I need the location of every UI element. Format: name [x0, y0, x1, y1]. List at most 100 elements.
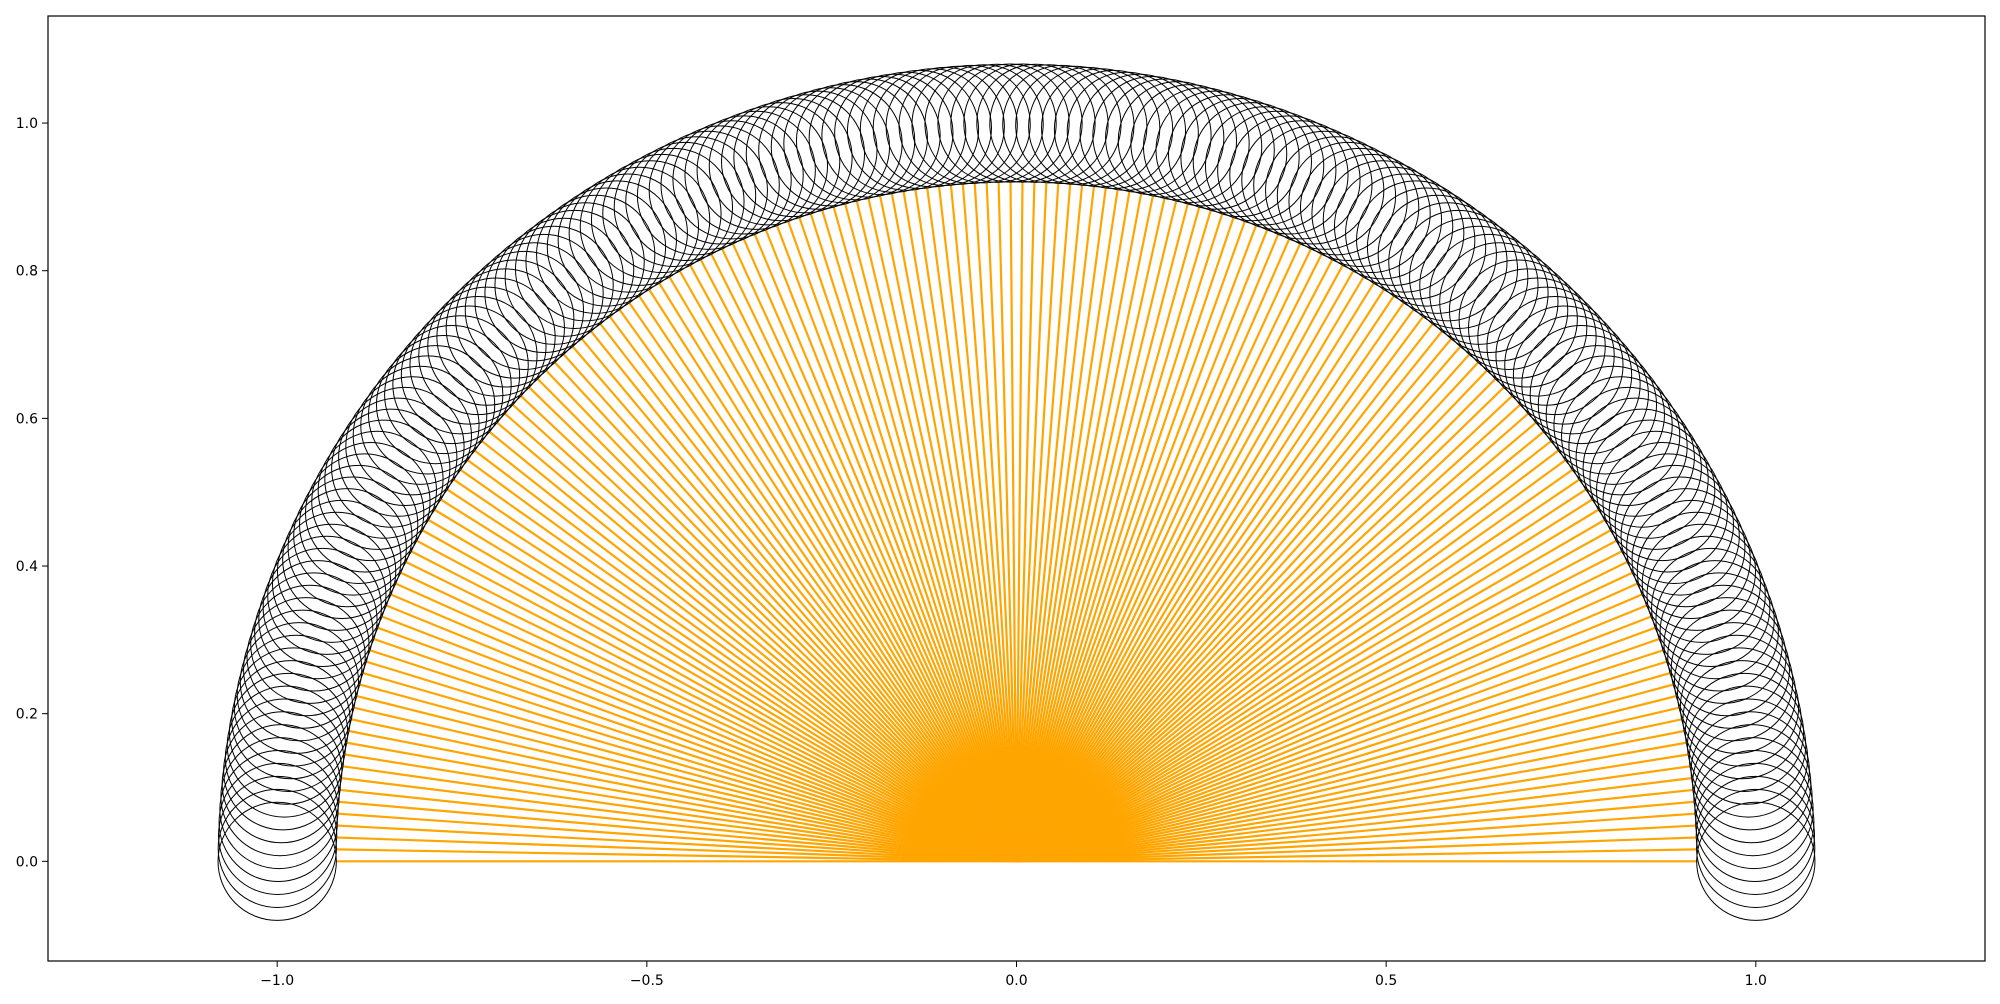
circle-mark [783, 84, 903, 204]
ray-line [1015, 316, 1424, 862]
ray-line [1015, 421, 1537, 863]
circle-mark [224, 698, 345, 818]
x-axis: −1.0 −0.5 0.0 0.5 1.0 [260, 961, 1767, 989]
circle-mark [299, 464, 419, 584]
circle-mark [758, 90, 878, 210]
circle-mark [1398, 209, 1519, 329]
ray-line [1015, 187, 1107, 862]
ray-line [985, 182, 1018, 862]
ray-line [1015, 186, 1096, 862]
ray-line [961, 184, 1018, 862]
ray-line [1015, 270, 1355, 862]
circle-mark [1288, 141, 1408, 262]
ray-line [338, 800, 1017, 863]
ray-line [353, 706, 1017, 863]
ray-line [385, 604, 1017, 863]
circle-mark [898, 65, 1018, 185]
circle-mark [1677, 634, 1797, 754]
plot-area [217, 63, 1816, 921]
circle-mark [859, 69, 980, 190]
circle-mark [924, 64, 1044, 184]
ray-line [336, 848, 1017, 863]
ray-line [1015, 440, 1552, 863]
circle-mark [1670, 609, 1790, 729]
circle-mark [1192, 102, 1312, 222]
circle-mark [1667, 597, 1787, 717]
ray-line [1015, 338, 1453, 863]
circle-mark [536, 194, 656, 314]
circle-mark [282, 499, 402, 620]
ray-line [832, 206, 1018, 862]
circle-mark [1636, 511, 1757, 631]
ray-line [1016, 637, 1660, 863]
ray-line [504, 412, 1018, 863]
circle-mark [1265, 130, 1385, 250]
circle-mark [219, 749, 339, 870]
circle-mark [494, 225, 614, 345]
ray-line [1016, 836, 1697, 863]
ray-line [1015, 217, 1235, 862]
ray-line [937, 186, 1018, 862]
ray-line [496, 421, 1018, 863]
ray-line [1015, 182, 1024, 862]
circle-mark [445, 268, 565, 388]
circle-mark [1311, 153, 1431, 274]
circle-mark [1448, 250, 1569, 370]
ray-line [775, 225, 1018, 862]
ray-line [351, 718, 1017, 863]
ray-line [1015, 282, 1375, 862]
ray-line [1015, 238, 1291, 862]
ray-line [337, 824, 1017, 863]
ray-line [1015, 221, 1246, 862]
ray-line [668, 276, 1018, 862]
ray-line [512, 403, 1018, 863]
ray-line [638, 295, 1018, 862]
circle-mark [745, 94, 866, 214]
ray-line [973, 183, 1018, 862]
circle-mark [1646, 535, 1766, 655]
ray-line [1015, 206, 1201, 862]
circle-mark [1419, 225, 1539, 345]
circle-mark [1568, 386, 1688, 507]
ray-line [902, 191, 1018, 862]
ray-line [339, 788, 1017, 863]
circle-mark [557, 180, 677, 300]
ray-line [1015, 403, 1521, 863]
ray-line [926, 187, 1018, 862]
circle-mark [672, 120, 792, 240]
circle-mark [950, 63, 1070, 183]
circle-mark [696, 110, 816, 230]
circle-mark [1589, 419, 1709, 539]
ray-line [678, 270, 1018, 862]
circle-mark [721, 102, 841, 222]
circle-mark [1696, 801, 1816, 921]
circle-mark [375, 345, 496, 465]
circle-mark [1641, 523, 1762, 643]
ray-line [433, 508, 1018, 863]
circle-mark [1682, 660, 1802, 780]
ray-line [562, 353, 1018, 863]
ray-line [1015, 203, 1189, 862]
ray-line [536, 378, 1018, 863]
circle-mark [795, 81, 916, 201]
circle-mark [1686, 685, 1807, 805]
ray-line [1015, 295, 1395, 862]
ray-line [1015, 508, 1600, 863]
ray-line [1016, 812, 1696, 863]
ray-line [416, 539, 1018, 863]
ray-line [390, 593, 1017, 863]
circle-mark [324, 419, 444, 539]
circle-mark [1002, 64, 1122, 185]
ray-line [1015, 539, 1617, 863]
ray-line [337, 812, 1017, 863]
circle-mark [287, 488, 407, 608]
ray-line [1015, 233, 1280, 862]
ray-line [348, 729, 1017, 863]
circle-mark [345, 386, 465, 507]
ray-line [342, 765, 1017, 863]
ray-line [427, 519, 1018, 863]
circle-mark [568, 173, 688, 293]
circle-mark [1582, 408, 1702, 528]
circle-mark [217, 801, 337, 921]
circle-mark [834, 73, 954, 193]
